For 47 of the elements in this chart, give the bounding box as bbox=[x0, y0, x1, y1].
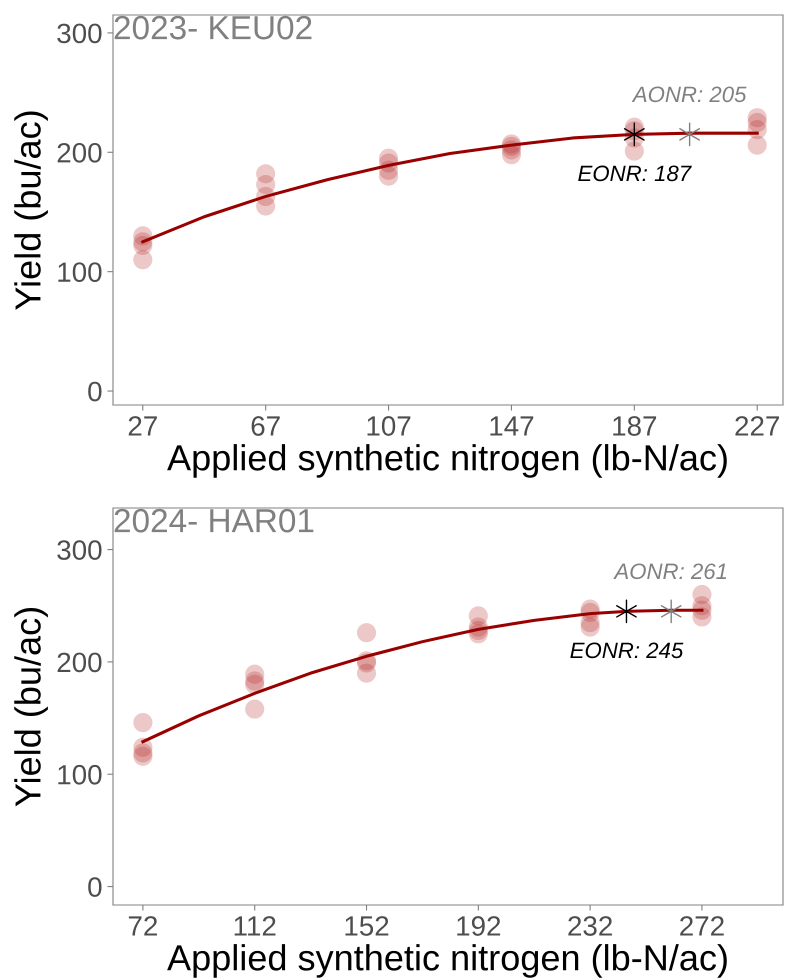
annotation: EONR: 245 bbox=[570, 642, 684, 658]
point bbox=[660, 599, 682, 624]
annotation: EONR: 187 bbox=[578, 166, 692, 182]
x-tick-label: 227 bbox=[735, 416, 779, 436]
point bbox=[245, 700, 264, 719]
y-axis-title: Yield (bu/ac) bbox=[14, 608, 48, 806]
x-tick-label: 187 bbox=[613, 416, 656, 436]
point bbox=[502, 145, 522, 164]
x-tick-label: 272 bbox=[680, 916, 724, 936]
chart-title: 2024- HAR01 bbox=[114, 508, 314, 532]
point bbox=[256, 196, 276, 216]
y-tick-label: 0 bbox=[88, 382, 102, 402]
point bbox=[133, 712, 152, 732]
y-tick-label: 200 bbox=[58, 142, 102, 163]
point bbox=[356, 623, 376, 642]
point bbox=[133, 250, 152, 270]
point bbox=[624, 122, 645, 146]
x-tick-label: 107 bbox=[368, 416, 410, 436]
point bbox=[245, 674, 264, 694]
x-tick-label: 192 bbox=[457, 916, 500, 936]
point bbox=[748, 136, 767, 155]
y-axis-title: Yield (bu/ac) bbox=[14, 112, 48, 310]
point bbox=[580, 618, 600, 637]
point bbox=[679, 122, 700, 146]
y-tick-label: 0 bbox=[88, 877, 102, 897]
x-tick-label: 67 bbox=[252, 416, 280, 436]
y-tick-label: 100 bbox=[58, 262, 102, 282]
annotation: AONR: 205 bbox=[632, 86, 746, 102]
y-tick-label: 300 bbox=[57, 540, 102, 560]
y-tick-label: 300 bbox=[57, 24, 102, 44]
x-tick-label: 152 bbox=[345, 916, 388, 936]
y-tick-label: 100 bbox=[58, 764, 102, 785]
y-tick-label: 200 bbox=[58, 652, 102, 672]
x-axis-title: Applied synthetic nitrogen (lb-N/ac) bbox=[167, 444, 727, 478]
x-tick-label: 27 bbox=[128, 416, 157, 436]
point bbox=[624, 142, 644, 161]
x-tick-label: 147 bbox=[490, 416, 534, 436]
chart-title: 2023- KEU02 bbox=[114, 16, 312, 40]
x-axis-title: Applied synthetic nitrogen (lb-N/ac) bbox=[167, 944, 727, 978]
x-tick-label: 112 bbox=[234, 916, 276, 936]
x-tick-label: 72 bbox=[128, 916, 157, 936]
point bbox=[356, 664, 376, 683]
x-tick-label: 232 bbox=[568, 916, 612, 936]
point bbox=[133, 746, 152, 766]
point bbox=[378, 166, 398, 186]
annotation: AONR: 261 bbox=[613, 563, 726, 580]
point bbox=[616, 599, 637, 624]
